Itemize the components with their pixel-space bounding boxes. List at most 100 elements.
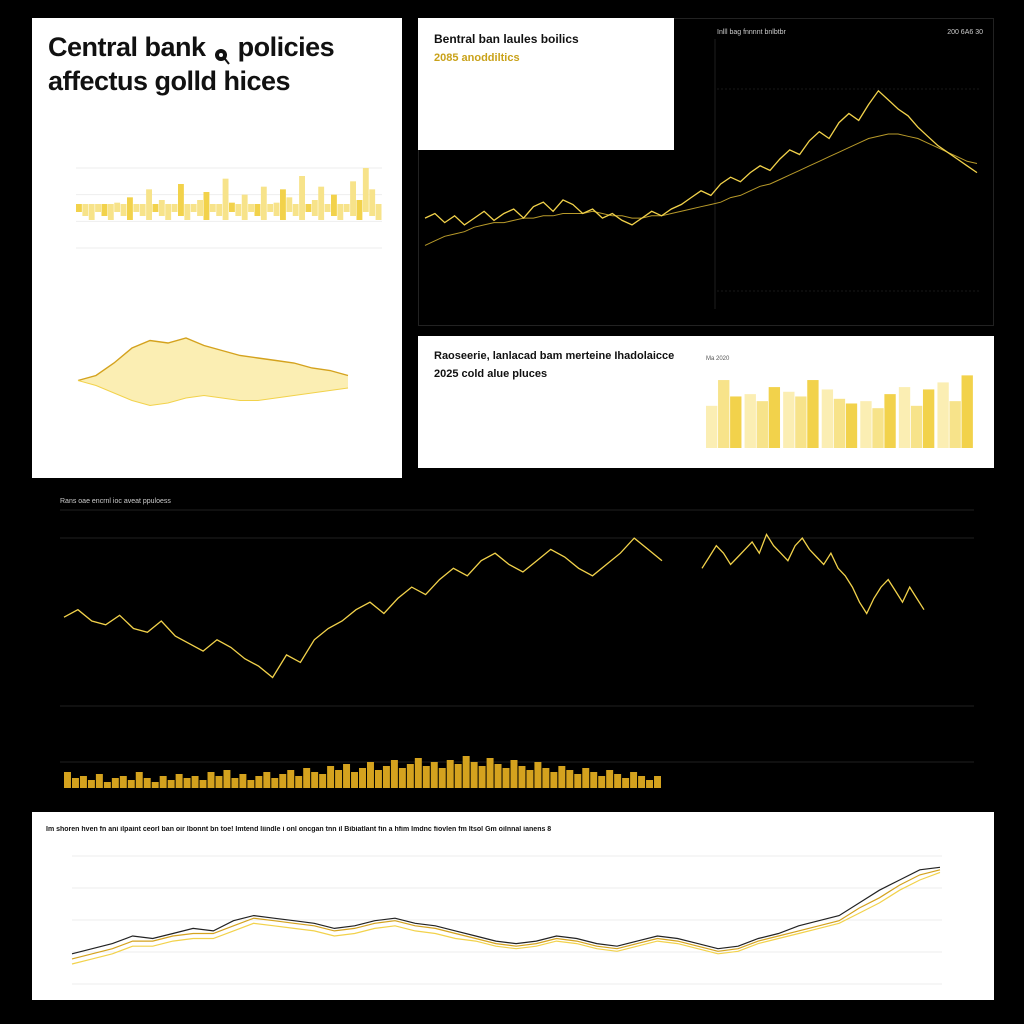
- headline-line2: policies: [237, 32, 335, 62]
- volume-bar: [630, 772, 638, 788]
- line-chart-c: [424, 39, 979, 309]
- volume-bar: [390, 760, 398, 788]
- volume-bar: [478, 766, 486, 788]
- bar: [292, 204, 299, 216]
- trend-header-right: 200 6A6 30: [947, 29, 983, 36]
- volume-bar: [295, 776, 303, 788]
- bar: [107, 204, 114, 220]
- volume-bar: [64, 772, 71, 788]
- bar: [730, 396, 742, 448]
- volume-bar: [438, 768, 446, 788]
- series-line: [71, 871, 941, 965]
- volume-bar: [534, 762, 542, 788]
- bar: [375, 204, 382, 220]
- price-line-segment-2: [701, 532, 925, 615]
- volume-bar: [231, 778, 239, 788]
- volume-bar: [95, 774, 103, 788]
- volume-bar: [199, 780, 207, 788]
- trend-header-left: Inlll bag fnnnnt bnlbtbr: [717, 29, 786, 36]
- panel-cold-value: Raoseerie, lanlacad bam merteine Ihadola…: [418, 336, 994, 468]
- volume-bar: [303, 768, 311, 788]
- bar: [744, 394, 756, 448]
- bar: [158, 200, 165, 216]
- bar: [184, 204, 191, 220]
- bar: [783, 391, 795, 448]
- card-title: Bentral ban laules boilics: [434, 32, 579, 46]
- bar: [260, 186, 267, 220]
- bar: [845, 403, 858, 448]
- volume-bar: [574, 774, 582, 788]
- volume-bar: [590, 772, 598, 788]
- volume-bar: [287, 770, 295, 788]
- bar: [254, 204, 261, 216]
- volume-bar: [167, 780, 175, 788]
- volume-bar: [406, 764, 414, 788]
- volume-bar: [518, 766, 526, 788]
- bar: [362, 168, 369, 212]
- volume-bar: [614, 774, 622, 788]
- bar: [235, 204, 242, 216]
- volume-bar: [550, 772, 558, 788]
- bar: [795, 396, 807, 448]
- volume-bar: [319, 774, 327, 788]
- bar: [146, 189, 152, 220]
- bar: [833, 398, 846, 448]
- price-line: [424, 89, 978, 226]
- volume-bar: [311, 772, 319, 788]
- area-band: [78, 338, 348, 406]
- bar: [203, 192, 210, 220]
- volume-bar: [159, 776, 167, 788]
- bar: [171, 204, 178, 212]
- volume-bar: [446, 760, 454, 788]
- bar: [101, 204, 108, 216]
- bar: [286, 197, 293, 212]
- bar: [768, 387, 781, 448]
- bar: [120, 204, 127, 216]
- bar: [949, 401, 961, 448]
- volume-bar: [271, 778, 279, 788]
- headline: Central bank policies affectus golld hic…: [48, 30, 388, 98]
- card-d-chart-label: Ma 2020: [706, 356, 730, 362]
- volume-bar: [175, 774, 183, 788]
- bar: [82, 204, 89, 216]
- bar: [305, 204, 312, 212]
- volume-bar: [526, 770, 534, 788]
- bar: [331, 194, 337, 216]
- bar: [133, 204, 140, 212]
- trend-line: [424, 133, 978, 246]
- bar: [280, 189, 286, 220]
- volume-bar: [239, 774, 247, 788]
- volume-bar: [606, 770, 614, 788]
- volume-bar: [558, 766, 566, 788]
- bar: [248, 204, 254, 212]
- volume-bar: [470, 762, 478, 788]
- line-chart-e: [60, 509, 974, 788]
- bar: [884, 394, 896, 448]
- bar-chart-d: [706, 375, 973, 448]
- bar: [324, 204, 331, 212]
- volume-bar: [414, 758, 422, 788]
- bar: [821, 389, 834, 448]
- volume-bar: [255, 776, 263, 788]
- volume-bar: [542, 768, 550, 788]
- volume-bar: [359, 768, 366, 788]
- bar: [922, 389, 935, 448]
- bar: [961, 375, 973, 448]
- bar: [356, 200, 363, 220]
- bar: [127, 197, 133, 220]
- bar: [937, 382, 949, 448]
- headline-line1: Central bank: [48, 32, 206, 62]
- volume-bar: [119, 776, 127, 788]
- volume-bar: [151, 782, 159, 788]
- bar: [178, 184, 184, 216]
- volume-bar: [510, 760, 518, 788]
- bar: [139, 204, 146, 216]
- panel-analytics-card: Bentral ban laules boilics 2085 anoddilt…: [418, 18, 674, 150]
- bar: [299, 176, 305, 220]
- bar: [756, 401, 768, 448]
- volume-bar: [654, 776, 661, 788]
- volume-bar: [430, 762, 438, 788]
- volume-bar: [582, 768, 590, 788]
- bar: [209, 204, 216, 212]
- bar: [114, 202, 121, 212]
